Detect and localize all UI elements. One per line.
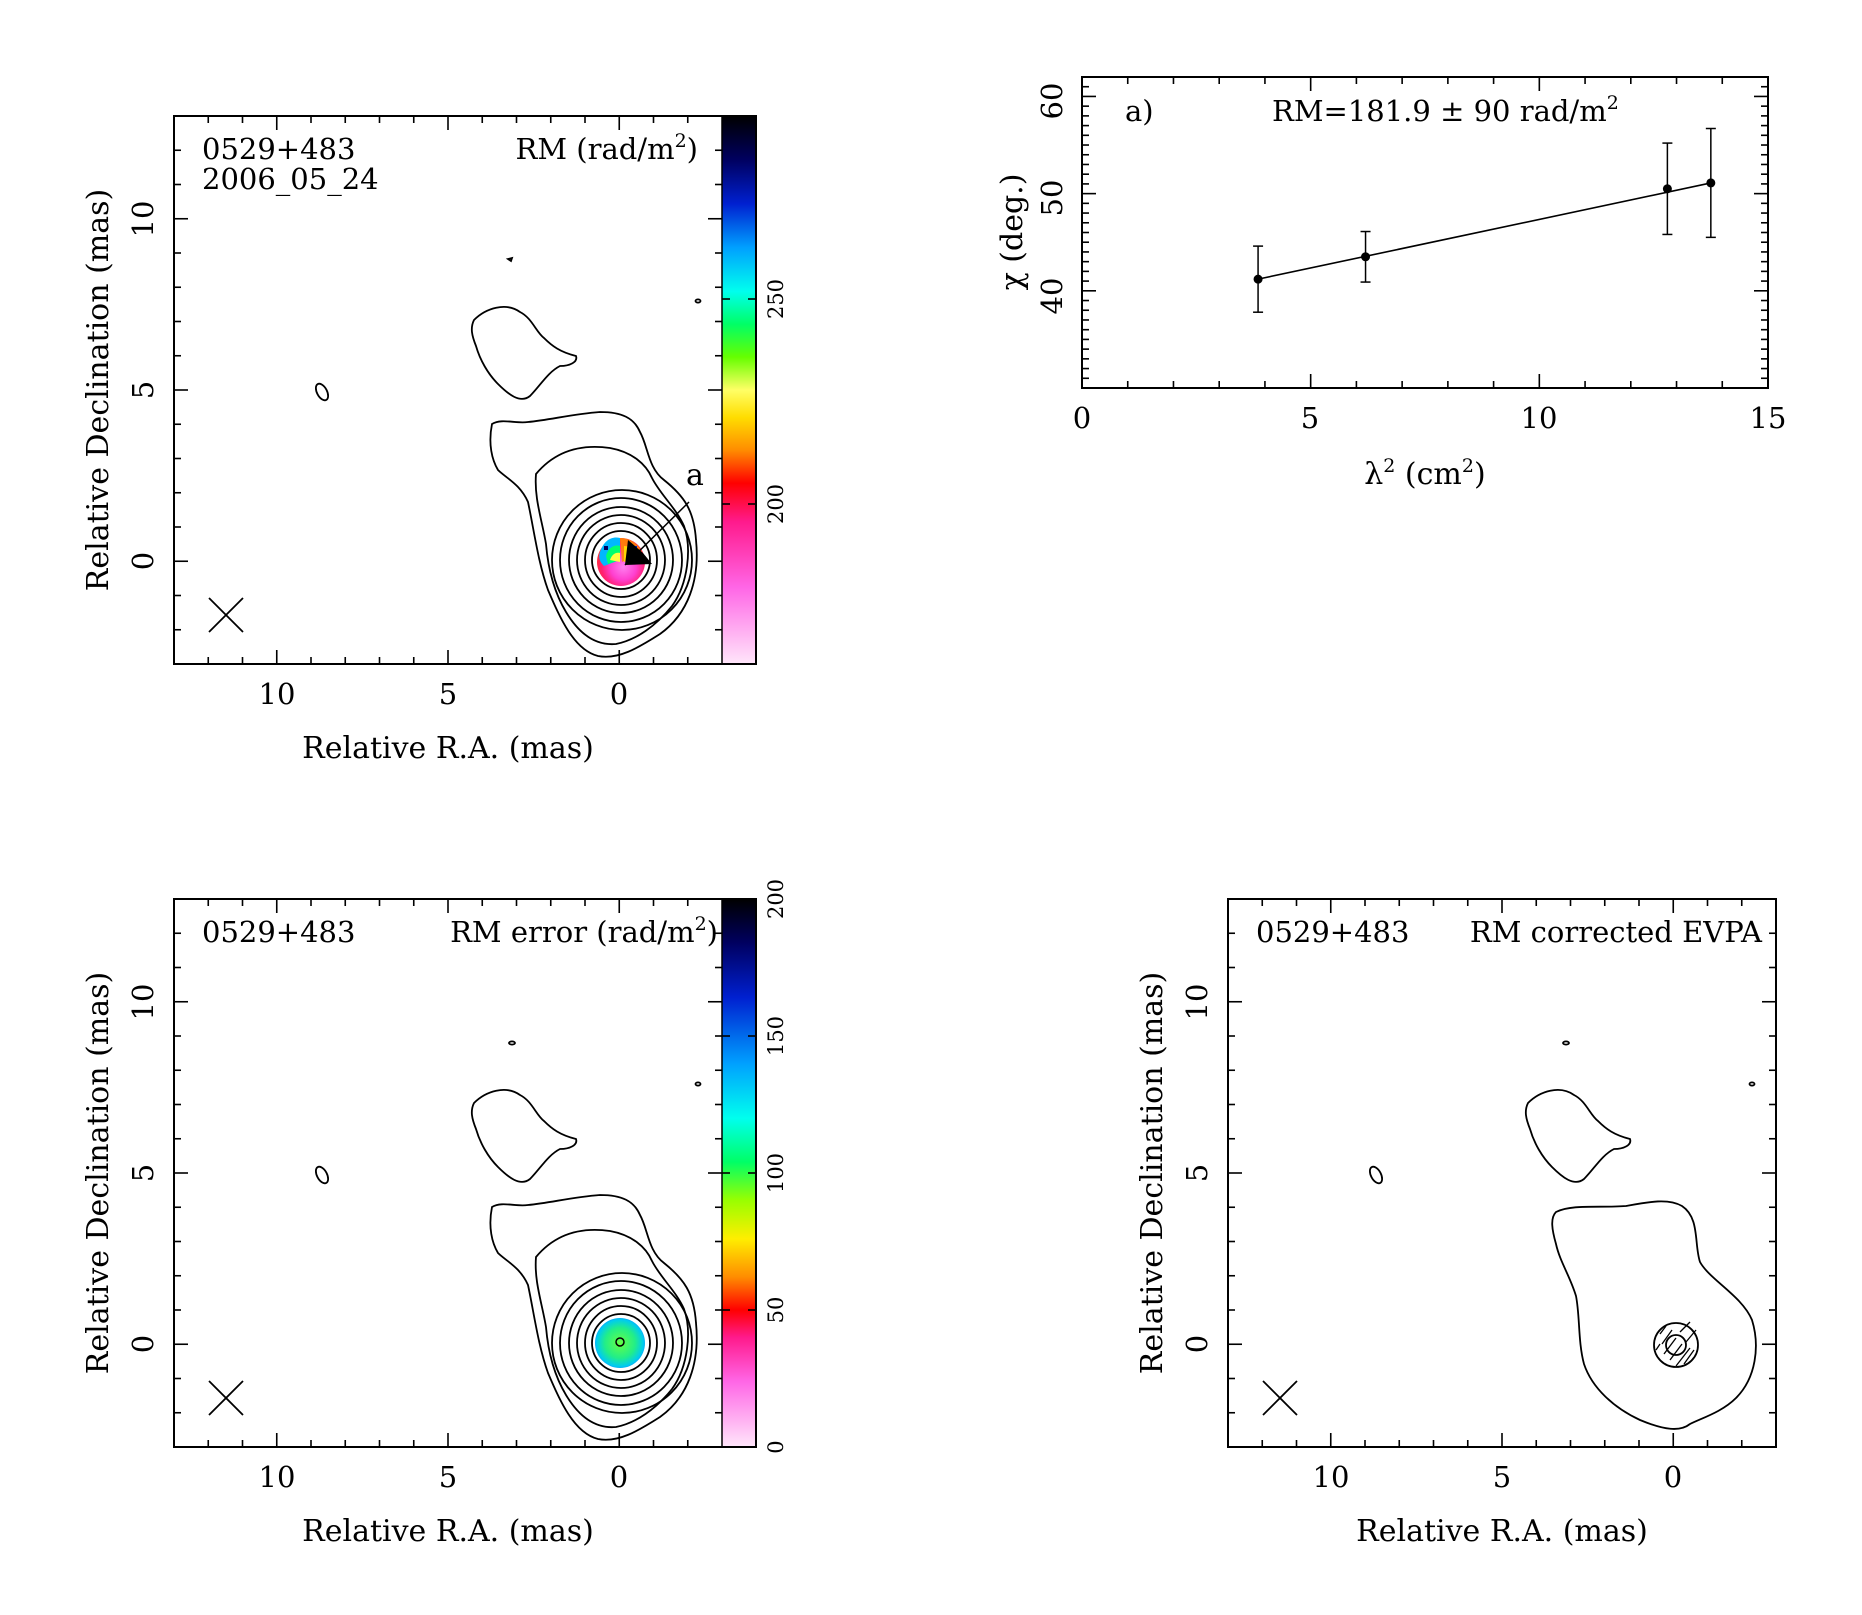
rm-error-spot (595, 1318, 645, 1368)
rm-error-colorbar-tick-label: 150 (764, 1016, 788, 1056)
rm-error-map-title: RM error (rad/m2) (450, 913, 718, 949)
rm-map-date: 2006_05_24 (202, 162, 379, 197)
rm-colorbar (721, 115, 757, 665)
annotation-arrowhead (625, 540, 652, 565)
evpa-map-ytick-label: 0 (1180, 1335, 1214, 1353)
evpa-map-ytick-label: 10 (1180, 984, 1214, 1021)
rm-error-map-source: 0529+483 (202, 915, 355, 949)
data-point (1662, 184, 1672, 194)
rm-map-ytick-label: 5 (126, 381, 160, 399)
rm-map-title: RM (rad/m2) (516, 130, 698, 166)
rm-map-ylabel: Relative Declination (mas) (81, 189, 116, 591)
rm-error-map-ytick-label: 0 (126, 1335, 160, 1353)
evpa-map-source: 0529+483 (1256, 915, 1409, 949)
rm-fit-panel: 0 5 10 15 40 50 60 λ2 (cm2) χ (deg.) a) … (995, 76, 1787, 492)
rm-colorbar-tick-label: 250 (764, 279, 788, 319)
evpa-map-frame (1227, 898, 1777, 1448)
rm-error-map-xlabel: Relative R.A. (mas) (302, 1514, 594, 1549)
rm-error-map-xtick-label: 10 (259, 1460, 296, 1494)
rm-fit-xtick-label: 10 (1521, 401, 1558, 435)
rm-error-colorbar-ticks (722, 1035, 756, 1311)
rm-error-map-xtick-label: 0 (610, 1460, 628, 1494)
rm-colorbar-ticks (722, 298, 756, 505)
rm-fit-value-label: RM=181.9 ± 90 rad/m2 (1272, 92, 1619, 128)
rm-fit-xtick-label: 5 (1301, 401, 1319, 435)
rm-error-colorbar-tick-label: 200 (764, 879, 788, 919)
rm-error-colorbar-tick-label: 50 (764, 1297, 788, 1324)
evpa-map-xlabel: Relative R.A. (mas) (1356, 1514, 1648, 1549)
rm-map-beam (208, 597, 244, 633)
rm-fit-ylabel: χ (deg.) (995, 174, 1030, 291)
rm-error-map-beam (208, 1380, 244, 1416)
rm-error-map-panel: 0 50 100 150 200 10 5 0 0 (81, 879, 788, 1549)
rm-error-map-ylabel: Relative Declination (mas) (81, 972, 116, 1374)
rm-map-xtick-label: 0 (610, 677, 628, 711)
rm-fit-xtick-label: 0 (1073, 401, 1091, 435)
rm-error-colorbar-tick-label: 0 (764, 1440, 788, 1453)
rm-map-contours (314, 256, 702, 658)
rm-fit-ticks (1081, 76, 1769, 388)
rm-colorbar-tick-label: 200 (764, 484, 788, 524)
evpa-map-beam (1262, 1380, 1298, 1416)
annotation-label: a (686, 458, 704, 493)
rm-error-map-ytick-label: 5 (126, 1164, 160, 1182)
rm-fit-ytick-label: 50 (1035, 180, 1069, 217)
rm-error-colorbar-tick-label: 100 (764, 1153, 788, 1193)
rm-fit-xtick-label: 15 (1750, 401, 1787, 435)
rm-map-panel: 200 250 (81, 115, 788, 766)
evpa-vectors (1655, 1321, 1697, 1367)
rm-error-map-ytick-label: 10 (126, 984, 160, 1021)
rm-map-xlabel: Relative R.A. (mas) (302, 731, 594, 766)
data-point (1361, 252, 1371, 262)
rm-fit-xlabel: λ2 (cm2) (1364, 455, 1485, 492)
data-point (1706, 178, 1716, 188)
evpa-map-xtick-label: 0 (1664, 1460, 1682, 1494)
evpa-map-ticks (1228, 899, 1776, 1447)
rm-map-source: 0529+483 (202, 132, 355, 166)
evpa-map-ytick-label: 5 (1180, 1164, 1214, 1182)
rm-error-map-ticks (174, 899, 722, 1447)
evpa-map-ylabel: Relative Declination (mas) (1135, 972, 1170, 1374)
rm-fit-panel-label: a) (1125, 94, 1154, 128)
rm-fit-ytick-label: 40 (1035, 278, 1069, 315)
rm-error-spot-core (615, 1337, 625, 1347)
data-point (1253, 274, 1263, 284)
rm-error-map-xtick-label: 5 (439, 1460, 457, 1494)
rm-fit-plot (1253, 127, 1716, 313)
evpa-map-contours (1368, 1040, 1757, 1430)
evpa-map-panel: 10 5 0 0 5 10 Relative R.A. (mas) Relati… (1135, 898, 1777, 1549)
evpa-map-xtick-label: 10 (1313, 1460, 1350, 1494)
fit-line (1257, 182, 1711, 280)
rm-map-ytick-label: 10 (126, 201, 160, 238)
rm-map-xtick-label: 10 (259, 677, 296, 711)
rm-error-map-contours (314, 1040, 702, 1441)
evpa-map-title: RM corrected EVPA (1470, 915, 1763, 949)
rm-fit-ytick-label: 60 (1035, 83, 1069, 120)
rm-map-xtick-label: 5 (439, 677, 457, 711)
rm-map-ticks (174, 116, 722, 664)
rm-map-ytick-label: 0 (126, 552, 160, 570)
evpa-map-xtick-label: 5 (1493, 1460, 1511, 1494)
